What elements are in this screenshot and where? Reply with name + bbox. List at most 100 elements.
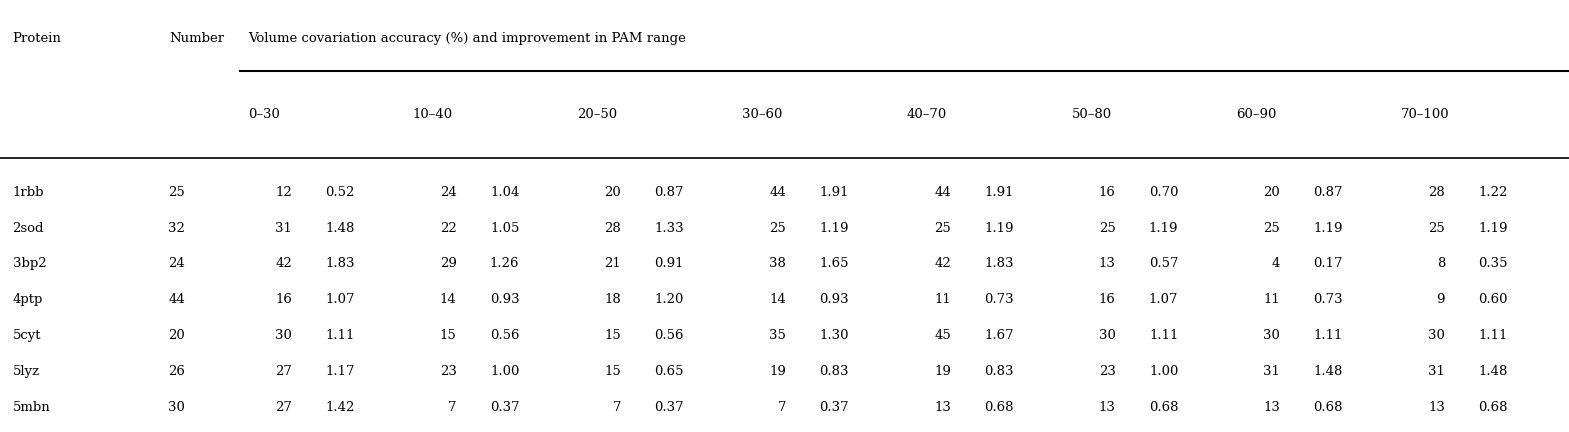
Text: 1.26: 1.26 [490,257,519,270]
Text: 0.37: 0.37 [654,401,684,414]
Text: 44: 44 [168,293,185,306]
Text: 12: 12 [275,186,292,199]
Text: 24: 24 [439,186,457,199]
Text: 0.56: 0.56 [654,329,684,342]
Text: 26: 26 [168,365,185,378]
Text: 24: 24 [168,257,185,270]
Text: 1.11: 1.11 [325,329,355,342]
Text: 5lyz: 5lyz [13,365,39,378]
Text: 0.35: 0.35 [1478,257,1508,270]
Text: Protein: Protein [13,32,61,45]
Text: 19: 19 [769,365,786,378]
Text: 0.65: 0.65 [654,365,684,378]
Text: 14: 14 [769,293,786,306]
Text: 19: 19 [934,365,951,378]
Text: 0.56: 0.56 [490,329,519,342]
Text: 27: 27 [275,401,292,414]
Text: 10–40: 10–40 [413,108,453,121]
Text: 8: 8 [1437,257,1445,270]
Text: 44: 44 [769,186,786,199]
Text: 23: 23 [1098,365,1116,378]
Text: 14: 14 [439,293,457,306]
Text: 1.48: 1.48 [1313,365,1343,378]
Text: 1.22: 1.22 [1478,186,1508,199]
Text: 20: 20 [1263,186,1280,199]
Text: 1.67: 1.67 [984,329,1014,342]
Text: 1.33: 1.33 [654,222,684,235]
Text: 31: 31 [1428,365,1445,378]
Text: Number: Number [169,32,224,45]
Text: 13: 13 [1098,257,1116,270]
Text: 30: 30 [1263,329,1280,342]
Text: 0.68: 0.68 [984,401,1014,414]
Text: 1.19: 1.19 [1313,222,1343,235]
Text: 5mbn: 5mbn [13,401,50,414]
Text: 16: 16 [275,293,292,306]
Text: 1.04: 1.04 [490,186,519,199]
Text: 60–90: 60–90 [1236,108,1277,121]
Text: 1.11: 1.11 [1313,329,1343,342]
Text: 70–100: 70–100 [1401,108,1450,121]
Text: 1.19: 1.19 [1149,222,1178,235]
Text: 1.91: 1.91 [984,186,1014,199]
Text: 1.48: 1.48 [1478,365,1508,378]
Text: 13: 13 [1098,401,1116,414]
Text: 1.19: 1.19 [819,222,849,235]
Text: 0.83: 0.83 [819,365,849,378]
Text: 7: 7 [449,401,457,414]
Text: 18: 18 [604,293,621,306]
Text: 16: 16 [1098,186,1116,199]
Text: 13: 13 [934,401,951,414]
Text: 4ptp: 4ptp [13,293,42,306]
Text: 29: 29 [439,257,457,270]
Text: 0.57: 0.57 [1149,257,1178,270]
Text: 25: 25 [1263,222,1280,235]
Text: 20: 20 [168,329,185,342]
Text: 1.30: 1.30 [819,329,849,342]
Text: 15: 15 [439,329,457,342]
Text: 25: 25 [168,186,185,199]
Text: 50–80: 50–80 [1072,108,1112,121]
Text: 9: 9 [1437,293,1445,306]
Text: 31: 31 [1263,365,1280,378]
Text: 7: 7 [778,401,786,414]
Text: 11: 11 [934,293,951,306]
Text: Volume covariation accuracy (%) and improvement in PAM range: Volume covariation accuracy (%) and impr… [248,32,686,45]
Text: 0.73: 0.73 [1313,293,1343,306]
Text: 1.00: 1.00 [490,365,519,378]
Text: 0.91: 0.91 [654,257,684,270]
Text: 0.87: 0.87 [654,186,684,199]
Text: 31: 31 [275,222,292,235]
Text: 1.07: 1.07 [325,293,355,306]
Text: 28: 28 [1428,186,1445,199]
Text: 23: 23 [439,365,457,378]
Text: 42: 42 [275,257,292,270]
Text: 13: 13 [1428,401,1445,414]
Text: 0.68: 0.68 [1149,401,1178,414]
Text: 1.65: 1.65 [819,257,849,270]
Text: 32: 32 [168,222,185,235]
Text: 0.37: 0.37 [490,401,519,414]
Text: 11: 11 [1263,293,1280,306]
Text: 1.19: 1.19 [1478,222,1508,235]
Text: 0.52: 0.52 [325,186,355,199]
Text: 0.83: 0.83 [984,365,1014,378]
Text: 35: 35 [769,329,786,342]
Text: 0.93: 0.93 [490,293,519,306]
Text: 25: 25 [1098,222,1116,235]
Text: 15: 15 [604,365,621,378]
Text: 1.48: 1.48 [325,222,355,235]
Text: 21: 21 [604,257,621,270]
Text: 30: 30 [275,329,292,342]
Text: 0.93: 0.93 [819,293,849,306]
Text: 1.00: 1.00 [1149,365,1178,378]
Text: 1.42: 1.42 [325,401,355,414]
Text: 0.73: 0.73 [984,293,1014,306]
Text: 1.19: 1.19 [984,222,1014,235]
Text: 13: 13 [1263,401,1280,414]
Text: 1.17: 1.17 [325,365,355,378]
Text: 20–50: 20–50 [577,108,618,121]
Text: 1rbb: 1rbb [13,186,44,199]
Text: 1.11: 1.11 [1149,329,1178,342]
Text: 0.70: 0.70 [1149,186,1178,199]
